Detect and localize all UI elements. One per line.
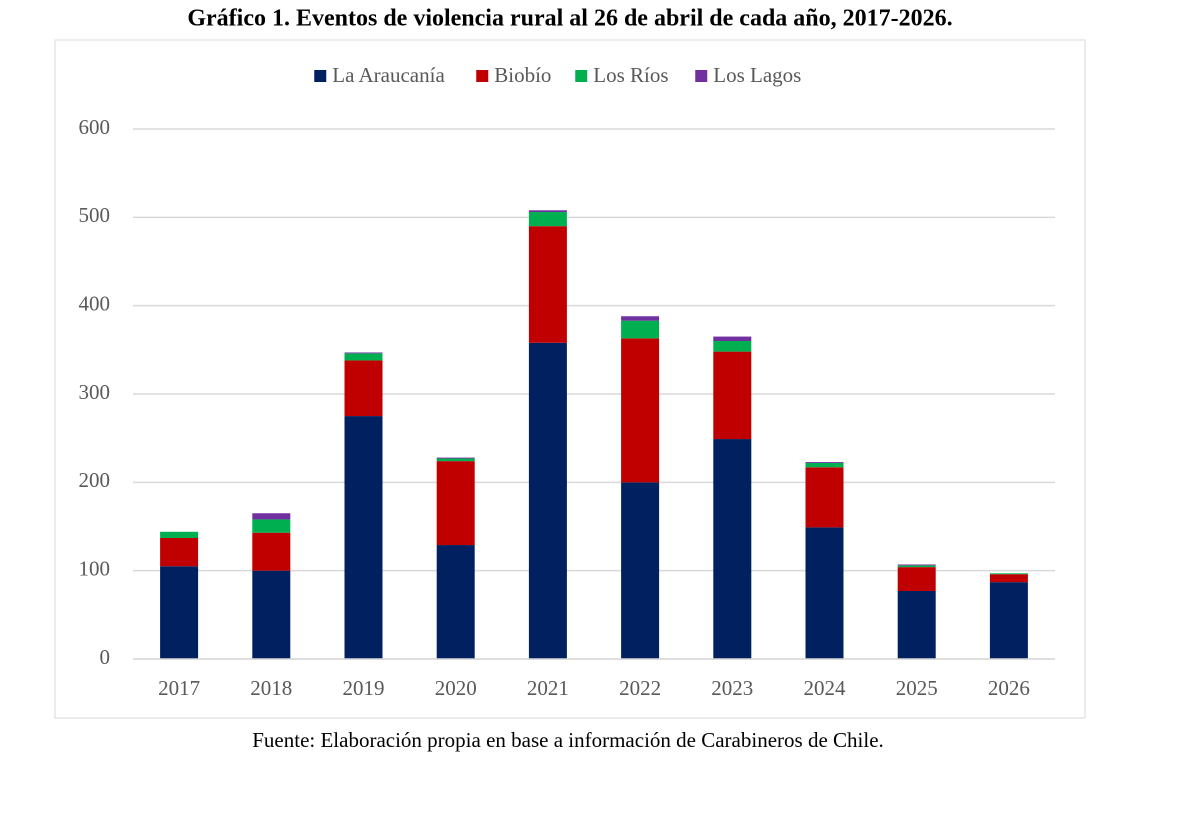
legend-swatch (695, 70, 708, 82)
y-tick-label: 600 (79, 115, 111, 139)
chart-frame (54, 39, 1086, 719)
legend-label: Los Ríos (593, 63, 668, 87)
bar-segment (344, 353, 383, 361)
x-tick-label: 2017 (158, 676, 200, 700)
bar-segment (621, 338, 660, 483)
legend-swatch (575, 70, 588, 82)
bar-segment (713, 336, 752, 341)
bar-segment (897, 567, 936, 591)
bar-segment (897, 565, 936, 568)
y-tick-label: 0 (100, 645, 111, 669)
bar-segment (713, 351, 752, 440)
legend-swatch (476, 70, 489, 82)
legend-swatch (314, 70, 327, 82)
bar-segment (805, 467, 844, 528)
bar-segment (344, 360, 383, 417)
bar-segment (897, 564, 936, 566)
bar-segment (436, 457, 475, 459)
bar-segment (252, 532, 291, 571)
x-tick-label: 2021 (527, 676, 569, 700)
bar-segment (436, 458, 475, 462)
x-tick-label: 2020 (435, 676, 477, 700)
bar-segment (528, 210, 567, 213)
bar-segment (436, 545, 475, 659)
x-tick-label: 2025 (896, 676, 938, 700)
y-tick-label: 200 (79, 468, 111, 492)
bar-segment (621, 482, 660, 659)
bar-segment (897, 590, 936, 659)
source-note: Fuente: Elaboración propia en base a inf… (252, 728, 884, 752)
bar-segment (436, 461, 475, 546)
x-tick-label: 2026 (988, 676, 1030, 700)
y-tick-label: 300 (79, 380, 111, 404)
bar-segment (621, 320, 660, 339)
bar-segment (252, 519, 291, 533)
bar-segment (805, 527, 844, 659)
chart-title: Gráfico 1. Eventos de violencia rural al… (187, 6, 952, 32)
y-tick-label: 500 (79, 203, 111, 227)
bar-segment (160, 537, 199, 567)
bar-segment (989, 582, 1028, 659)
x-tick-label: 2024 (804, 676, 847, 700)
legend-label: Los Lagos (713, 63, 801, 87)
x-tick-label: 2019 (343, 676, 385, 700)
bar-segment (989, 574, 1028, 583)
bar-segment (989, 573, 1028, 575)
bar-segment (805, 462, 844, 463)
bar-segment (160, 531, 199, 538)
legend-label: La Araucanía (332, 63, 445, 87)
x-tick-label: 2023 (711, 676, 753, 700)
bar-segment (528, 226, 567, 343)
bar-segment (252, 513, 291, 520)
x-tick-label: 2018 (250, 676, 292, 700)
y-tick-label: 400 (79, 291, 111, 315)
bar-segment (344, 352, 383, 354)
bar-segment (713, 341, 752, 352)
bar-segment (252, 570, 291, 659)
bar-segment (713, 439, 752, 659)
x-tick-label: 2022 (619, 676, 661, 700)
bar-segment (528, 212, 567, 227)
y-tick-label: 100 (79, 556, 111, 580)
bar-segment (160, 566, 199, 659)
bar-segment (344, 416, 383, 659)
bar-segment (805, 462, 844, 468)
bar-segment (621, 316, 660, 321)
legend-label: Biobío (494, 63, 551, 87)
bar-segment (528, 342, 567, 659)
